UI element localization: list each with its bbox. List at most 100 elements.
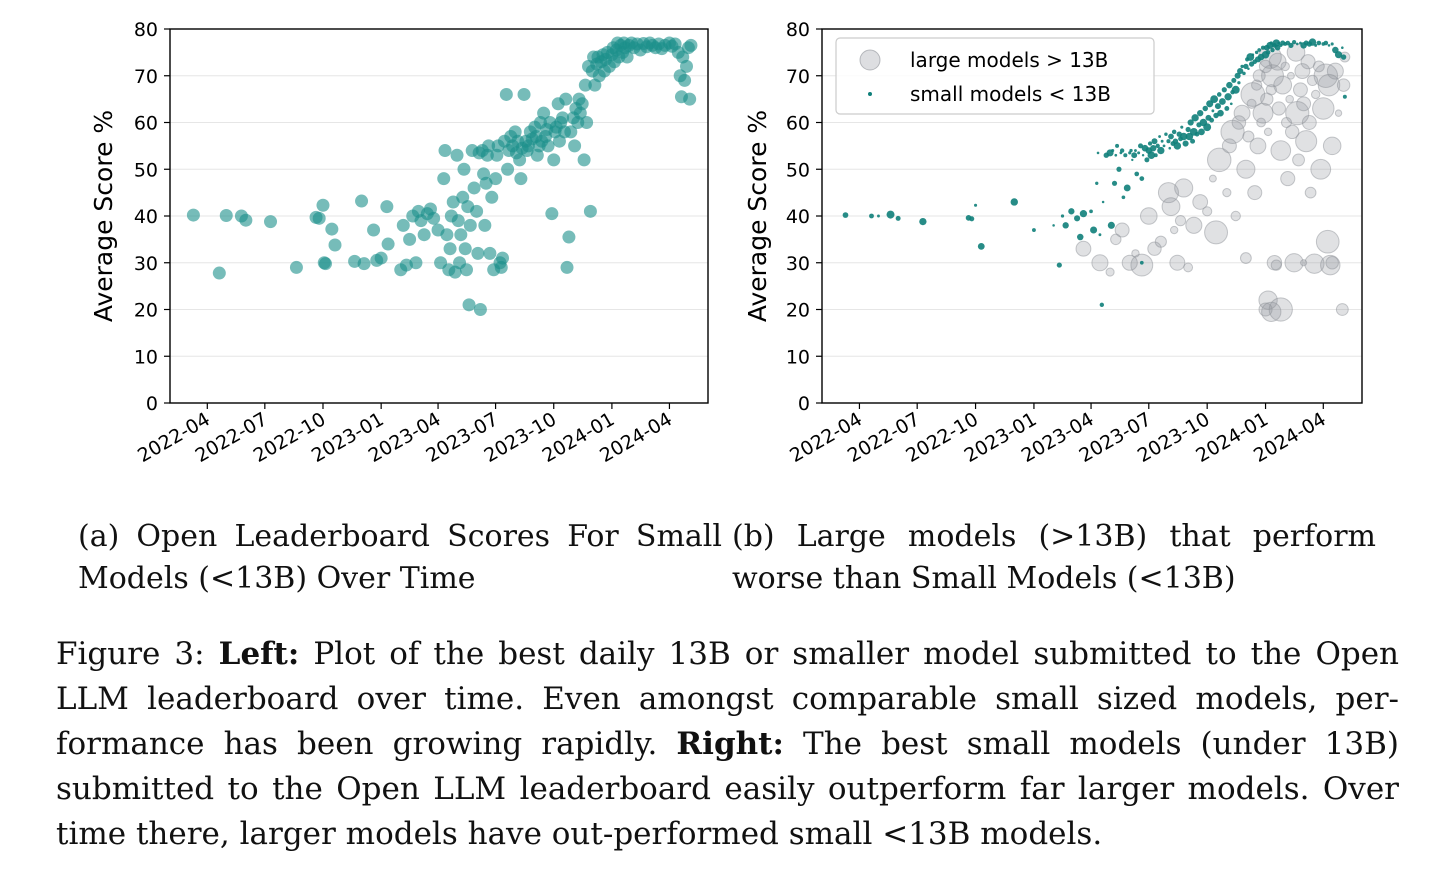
small-model-point	[545, 207, 559, 221]
small-model-point	[1090, 226, 1098, 234]
large-model-point	[1247, 185, 1263, 201]
small-model-point	[1216, 92, 1222, 97]
small-model-point	[1182, 140, 1189, 147]
small-model-point	[680, 59, 694, 73]
small-model-point	[381, 237, 395, 251]
small-model-point	[1114, 153, 1118, 157]
large-model-point	[1174, 178, 1194, 198]
small-model-point	[1219, 98, 1226, 105]
small-model-point	[1240, 64, 1244, 69]
small-model-point	[1224, 93, 1232, 101]
small-model-point	[264, 215, 278, 229]
small-model-point	[483, 246, 497, 260]
large-model-point	[1310, 89, 1321, 100]
small-model-point	[1254, 50, 1259, 55]
y-tick-label: 30	[786, 253, 810, 275]
small-model-point	[1134, 171, 1140, 177]
small-model-point	[1153, 153, 1158, 158]
large-model-point	[1192, 194, 1209, 210]
small-model-point	[1150, 145, 1157, 152]
small-model-point	[1031, 228, 1036, 232]
small-model-point	[683, 92, 697, 106]
small-model-point	[463, 218, 477, 232]
small-model-point	[1079, 210, 1088, 218]
small-model-point	[1056, 262, 1062, 268]
small-model-point	[1162, 144, 1166, 148]
small-model-point	[316, 198, 330, 212]
small-model-point	[1096, 151, 1100, 155]
panel-a: 010203040506070802022-042022-072022-1020…	[89, 19, 709, 467]
small-model-point	[877, 214, 880, 218]
small-model-point	[1277, 41, 1281, 45]
small-model-point	[471, 246, 485, 260]
small-model-point	[312, 211, 326, 225]
y-tick-label: 40	[786, 206, 810, 228]
small-model-point	[1190, 138, 1196, 144]
small-model-point	[403, 232, 417, 246]
small-model-point	[513, 153, 527, 167]
small-model-point	[1134, 149, 1137, 152]
small-model-point	[1168, 133, 1174, 140]
small-model-point	[895, 215, 901, 221]
small-model-point	[1131, 152, 1138, 159]
large-model-point	[1105, 267, 1115, 277]
small-model-point	[1209, 117, 1215, 123]
large-model-point	[1222, 188, 1232, 198]
y-tick-label: 80	[134, 19, 158, 41]
small-model-point	[1272, 39, 1281, 47]
subcaption-b-line1: (b) Large models (>13B) that perform	[732, 519, 1376, 554]
caption-line-3: formance has been growing rapidly. Right…	[56, 722, 1399, 767]
small-model-point	[1180, 125, 1184, 129]
small-model-point	[457, 162, 471, 176]
small-model-point	[1139, 176, 1145, 181]
small-model-point	[1138, 143, 1144, 149]
large-model-point	[1334, 109, 1343, 117]
small-model-point	[1323, 40, 1329, 46]
small-model-point	[1098, 233, 1102, 237]
small-model-point	[1234, 72, 1241, 79]
y-axis-label: Average Score %	[89, 110, 118, 322]
small-model-point	[1270, 47, 1275, 53]
large-model-point	[1280, 61, 1290, 72]
large-model-point	[1304, 186, 1317, 199]
large-model-point	[1091, 254, 1109, 272]
small-model-point	[1197, 109, 1204, 117]
small-model-point	[437, 172, 451, 186]
small-model-point	[1202, 105, 1208, 112]
y-tick-label: 30	[134, 253, 158, 275]
small-model-point	[458, 242, 472, 256]
large-model-point	[1312, 97, 1335, 120]
large-model-point	[1270, 140, 1292, 161]
large-model-point	[1296, 96, 1312, 112]
small-model-point	[396, 218, 410, 232]
small-model-point	[1129, 148, 1133, 153]
small-model-point	[1260, 45, 1266, 50]
small-model-point	[467, 181, 481, 195]
small-model-point	[1251, 53, 1255, 57]
large-model-point	[1075, 240, 1092, 257]
small-model-point	[482, 139, 496, 153]
small-model-point	[450, 148, 464, 162]
small-model-point	[1147, 141, 1153, 146]
small-model-point	[678, 73, 692, 87]
small-model-point	[919, 217, 927, 226]
large-model-point	[1239, 252, 1252, 264]
large-model-point	[1326, 62, 1344, 80]
y-tick-label: 70	[786, 66, 810, 88]
small-model-point	[454, 228, 468, 242]
legend-box	[835, 37, 1155, 115]
small-model-point	[1111, 148, 1115, 153]
large-model-point	[1270, 259, 1282, 271]
small-model-point	[1243, 63, 1249, 70]
small-model-point	[1330, 42, 1334, 46]
small-model-point	[583, 204, 597, 218]
caption-line-1: Figure 3: Left: Plot of the best daily 1…	[56, 632, 1399, 677]
small-model-point	[1144, 157, 1150, 163]
small-model-point	[977, 242, 985, 250]
caption-line3-b: The best small models (under 13B)	[803, 726, 1399, 762]
small-model-point	[1158, 135, 1161, 138]
small-model-point	[1111, 180, 1118, 186]
caption-line-5: time there, larger models have out-perfo…	[56, 816, 1103, 852]
large-model-point	[1268, 52, 1287, 71]
small-model-point	[462, 298, 476, 312]
